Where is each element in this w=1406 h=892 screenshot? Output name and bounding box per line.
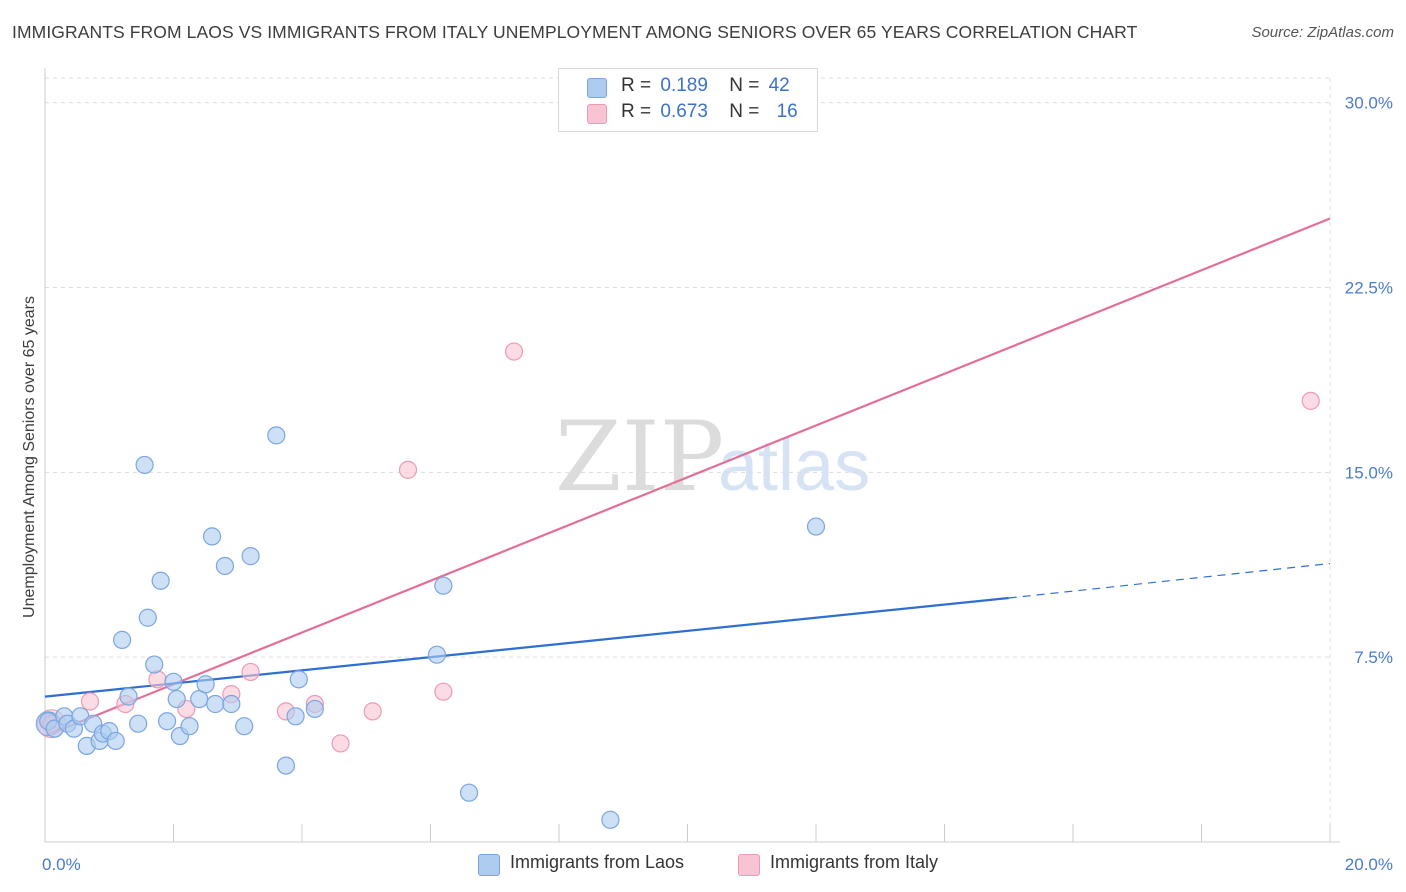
point-laos-37 <box>427 645 447 664</box>
point-laos-19 <box>157 712 177 731</box>
chart-title: IMMIGRANTS FROM LAOS VS IMMIGRANTS FROM … <box>12 22 1138 42</box>
point-laos-28 <box>215 556 234 576</box>
point-laos-41 <box>806 517 826 536</box>
point-laos-33 <box>276 756 296 775</box>
point-italy-13 <box>504 342 524 361</box>
y-tick-labels: 7.5% 15.0% 22.5% 30.0% <box>1345 94 1393 668</box>
legend-italy-n-value: 16 <box>776 101 798 122</box>
point-laos-21 <box>167 689 186 709</box>
point-laos-30 <box>235 717 254 736</box>
legend-laos-r-value: 0.189 <box>660 75 708 96</box>
point-italy-14 <box>1301 391 1320 410</box>
trend-line-laos-extension <box>1008 562 1331 599</box>
point-laos-25 <box>196 675 215 694</box>
point-italy-9 <box>331 734 350 753</box>
bottom-legend-label-laos: Immigrants from Laos <box>510 852 685 872</box>
point-italy-1 <box>80 692 100 711</box>
legend-italy-r-value: 0.673 <box>660 101 708 122</box>
y-tick-label-2: 22.5% <box>1345 278 1393 297</box>
x-tick-labels: 0.0% 20.0% <box>42 855 1393 874</box>
legend-box: R = 0.189 N = 42 R = 0.673 N = 16 <box>558 68 818 132</box>
legend-laos-n-label: N = <box>729 75 760 96</box>
legend-text-italy: R = 0.673 N = 16 <box>621 101 798 123</box>
legend-italy-n-label: N = <box>729 101 760 122</box>
trend-line-laos <box>44 596 1009 698</box>
point-laos-34 <box>286 707 305 726</box>
legend-swatch-laos <box>587 78 607 98</box>
point-laos-11 <box>106 731 125 751</box>
point-italy-11 <box>398 460 418 479</box>
point-laos-32 <box>267 426 286 445</box>
watermark: ZIP atlas <box>555 401 870 513</box>
bottom-legend-swatch-laos <box>478 854 500 876</box>
point-laos-35 <box>289 670 308 689</box>
trend-line-italy <box>44 217 1331 738</box>
point-laos-40 <box>601 810 620 829</box>
legend-text-laos: R = 0.189 N = 42 <box>621 75 790 97</box>
point-laos-26 <box>202 527 222 546</box>
x-tick-label-0: 0.0% <box>42 855 81 874</box>
point-italy-12 <box>434 682 453 701</box>
point-laos-36 <box>305 699 324 719</box>
y-tick-label-3: 30.0% <box>1345 94 1393 113</box>
point-laos-12 <box>112 630 132 650</box>
legend-italy-r-label: R = <box>621 101 652 122</box>
y-axis-title: Unemployment Among Seniors over 65 years <box>21 296 38 618</box>
source-credit: Source: ZipAtlas.com <box>1251 24 1394 41</box>
point-laos-14 <box>129 714 148 733</box>
point-italy-10 <box>363 702 382 721</box>
point-laos-17 <box>145 655 164 674</box>
watermark-zip: ZIP <box>555 401 724 513</box>
legend-swatch-italy <box>587 104 607 124</box>
trend-lines <box>44 217 1331 738</box>
point-laos-20 <box>164 672 183 691</box>
legend-laos-n-value: 42 <box>768 75 790 96</box>
point-laos-15 <box>135 455 154 475</box>
bottom-legend-label-italy: Immigrants from Italy <box>770 852 939 872</box>
point-laos-27 <box>206 694 225 714</box>
point-italy-6 <box>241 662 260 682</box>
point-laos-16 <box>138 608 157 627</box>
point-laos-23 <box>180 717 199 736</box>
point-laos-38 <box>434 576 453 595</box>
point-laos-13 <box>119 687 138 706</box>
point-laos-31 <box>241 547 260 566</box>
watermark-atlas: atlas <box>718 426 870 506</box>
y-tick-label-0: 7.5% <box>1354 648 1393 667</box>
point-italy-3 <box>148 670 167 689</box>
x-tick-label-1: 20.0% <box>1345 855 1393 874</box>
data-points <box>35 342 1320 829</box>
y-tick-label-1: 15.0% <box>1345 463 1393 482</box>
point-laos-29 <box>222 694 241 714</box>
point-laos-39 <box>459 783 479 802</box>
bottom-legend-swatch-italy <box>738 854 760 876</box>
legend-laos-r-label: R = <box>621 75 652 96</box>
point-laos-18 <box>151 571 170 590</box>
